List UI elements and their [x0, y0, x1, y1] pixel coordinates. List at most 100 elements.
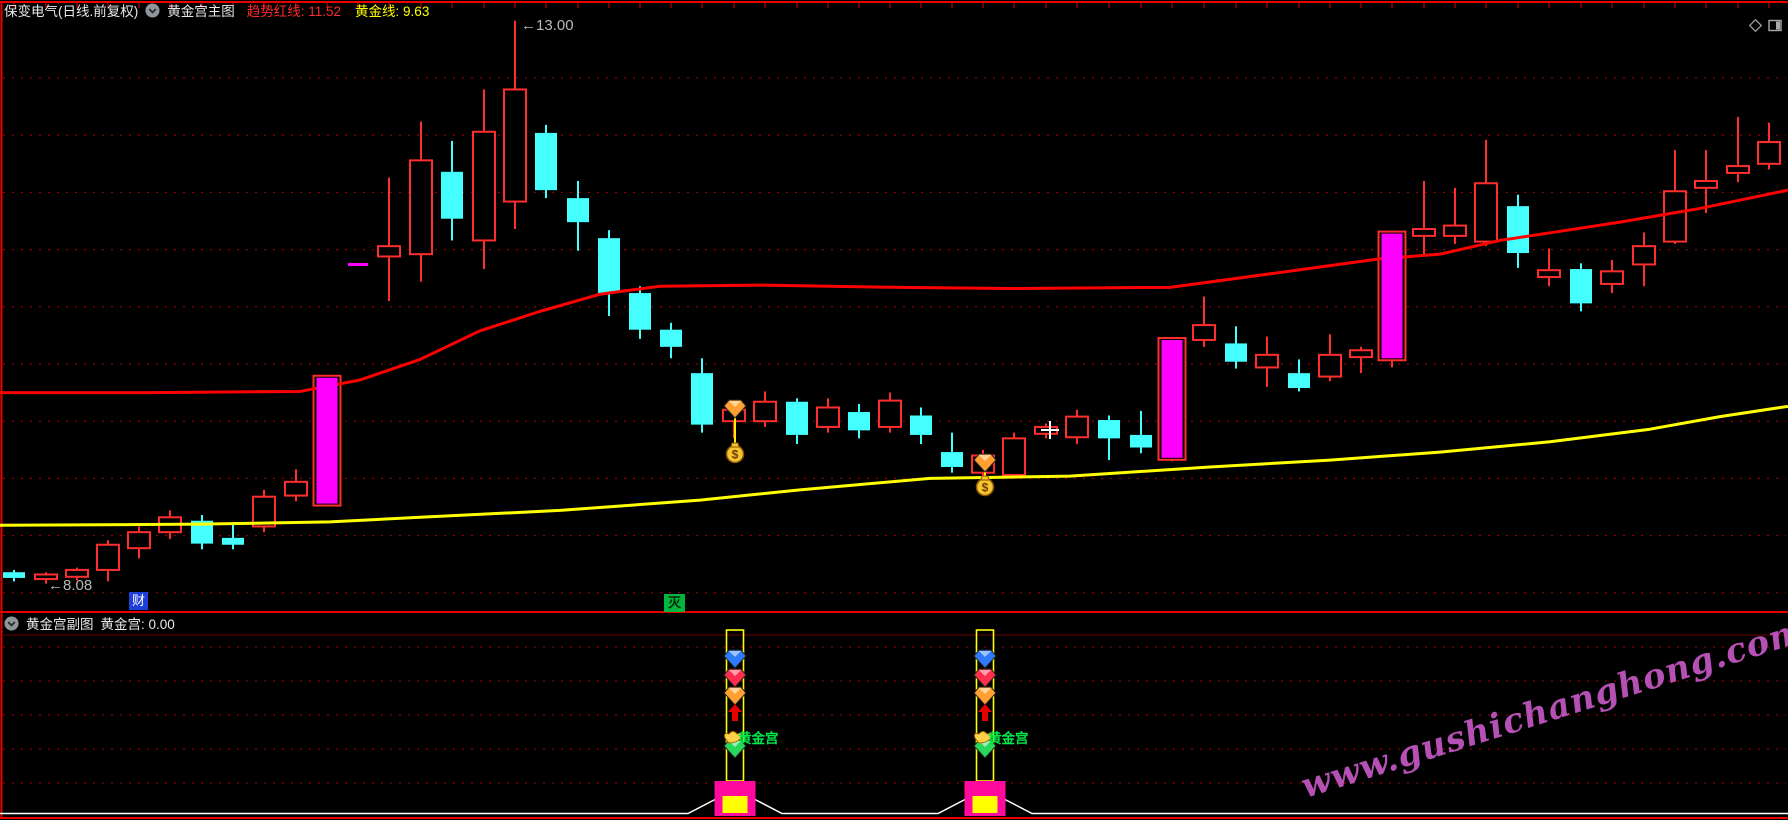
gem-icon-facet: [979, 455, 991, 461]
stock-title: 保变电气(日线.前复权): [4, 4, 139, 19]
money-bag-knot: [980, 475, 990, 481]
gem-icon-facet: [729, 670, 741, 676]
money-bag-knot: [730, 442, 740, 448]
candle-up-body: [65, 568, 89, 578]
sub-indicator-title: 黄金宫副图: [26, 617, 94, 632]
candle-down-body: [786, 401, 808, 435]
candle-up-body: [409, 159, 433, 256]
up-arrow-icon: [728, 704, 742, 721]
candle-up-body: [753, 400, 777, 423]
signal-base-inner-block: [722, 796, 748, 813]
candle-down-body: [535, 132, 557, 191]
candle-down-body: [1225, 343, 1247, 362]
candle-down-body: [3, 572, 25, 578]
gold-ingot-icon: [974, 731, 992, 744]
gem-icon-facet: [979, 688, 991, 694]
gold-line-value: 黄金线: 9.63: [355, 4, 430, 19]
candle-down-body: [910, 415, 932, 435]
trend-red-line: [0, 188, 1788, 395]
candle-up-body: [1694, 179, 1718, 189]
gem-icon-facet: [729, 688, 741, 694]
candle-up-body: [1412, 228, 1436, 237]
candle-down-body: [848, 412, 870, 431]
candle-up-body: [252, 495, 276, 528]
candle-down-body: [222, 537, 244, 545]
candle-down-body: [1570, 269, 1592, 304]
split-pane-icon[interactable]: [1768, 19, 1782, 32]
candle-up-body: [1632, 245, 1656, 266]
signal-base-inner-block: [972, 796, 998, 813]
candle-up-body: [1474, 182, 1498, 243]
gem-icon: [723, 668, 747, 688]
candle-up-body: [1002, 437, 1026, 476]
sub-indicator-value: 黄金宫: 0.00: [100, 617, 175, 632]
candle-down-body: [191, 520, 213, 544]
candle-down-body: [1098, 420, 1120, 439]
candle-down-body: [1130, 434, 1152, 448]
gem-icon: [973, 453, 997, 473]
chevron-down-circle-icon[interactable]: [145, 2, 160, 18]
candle-up-body: [1757, 141, 1781, 165]
candle-up-body: [1255, 353, 1279, 369]
limitup-bar: [1161, 339, 1183, 458]
gem-icon: [973, 649, 997, 669]
up-arrow-icon: [978, 704, 992, 721]
candle-up-body: [1192, 324, 1216, 341]
limitup-bar: [316, 377, 338, 504]
limitup-dash: [348, 262, 368, 266]
gem-icon: [723, 399, 747, 419]
price-annotation: ←13.00: [521, 17, 574, 34]
gem-icon: [973, 668, 997, 688]
main-indicator-title: 黄金宫主图: [167, 4, 235, 19]
candle-up-body: [1726, 165, 1750, 174]
gem-icon-facet: [979, 670, 991, 676]
candle-up-body: [1065, 415, 1089, 439]
candle-up-body: [96, 543, 120, 571]
candle-up-body: [1663, 190, 1687, 243]
candle-down-body: [567, 198, 589, 223]
signal-tag-mie: 灭: [664, 594, 685, 612]
main-chart-header: 保变电气(日线.前复权) 黄金宫主图 趋势红线: 11.52 黄金线: 9.63: [4, 1, 429, 19]
candle-up-body: [1349, 349, 1373, 359]
candle-down-body: [941, 452, 963, 467]
candle-up-body: [472, 130, 496, 242]
money-bag-symbol: $: [732, 448, 739, 462]
gem-icon: [723, 649, 747, 669]
candle-down-body: [441, 171, 463, 219]
limitup-bar: [1381, 233, 1403, 359]
gem-icon: [973, 686, 997, 706]
signal-tag-cai: 财: [129, 592, 148, 610]
money-bag-symbol: $: [982, 481, 989, 495]
candle-down-body: [1288, 373, 1310, 389]
candle-down-body: [1507, 206, 1529, 254]
signal-column-label: 黄金宫: [988, 730, 1029, 746]
candle-up-body: [1318, 353, 1342, 378]
candle-down-body: [660, 329, 682, 347]
diamond-icon[interactable]: [1748, 18, 1763, 33]
candle-down-body: [598, 238, 620, 294]
gem-icon: [723, 686, 747, 706]
candle-up-body: [127, 531, 151, 550]
candle-up-body: [503, 88, 527, 203]
gold-yellow-line: [0, 404, 1788, 527]
candle-up-body: [878, 399, 902, 428]
window-controls: [1748, 18, 1782, 33]
sub-chart-header: 黄金宫副图 黄金宫: 0.00: [4, 613, 175, 633]
candle-down-body: [691, 373, 713, 425]
candle-up-body: [1443, 224, 1467, 237]
candle-up-body: [1600, 270, 1624, 285]
candle-up-body: [34, 573, 58, 581]
signal-column-label: 黄金宫: [738, 730, 779, 746]
candle-up-body: [1537, 269, 1561, 279]
candle-down-body: [629, 293, 651, 330]
gem-icon-facet: [729, 401, 741, 407]
gem-icon-facet: [729, 651, 741, 657]
gem-icon-facet: [979, 651, 991, 657]
candle-up-body: [377, 245, 401, 258]
chevron-down-circle-icon[interactable]: [4, 615, 19, 631]
trend-line-value: 趋势红线: 11.52: [246, 4, 342, 19]
candle-up-body: [816, 406, 840, 428]
indicator-white-line: [0, 787, 1788, 815]
